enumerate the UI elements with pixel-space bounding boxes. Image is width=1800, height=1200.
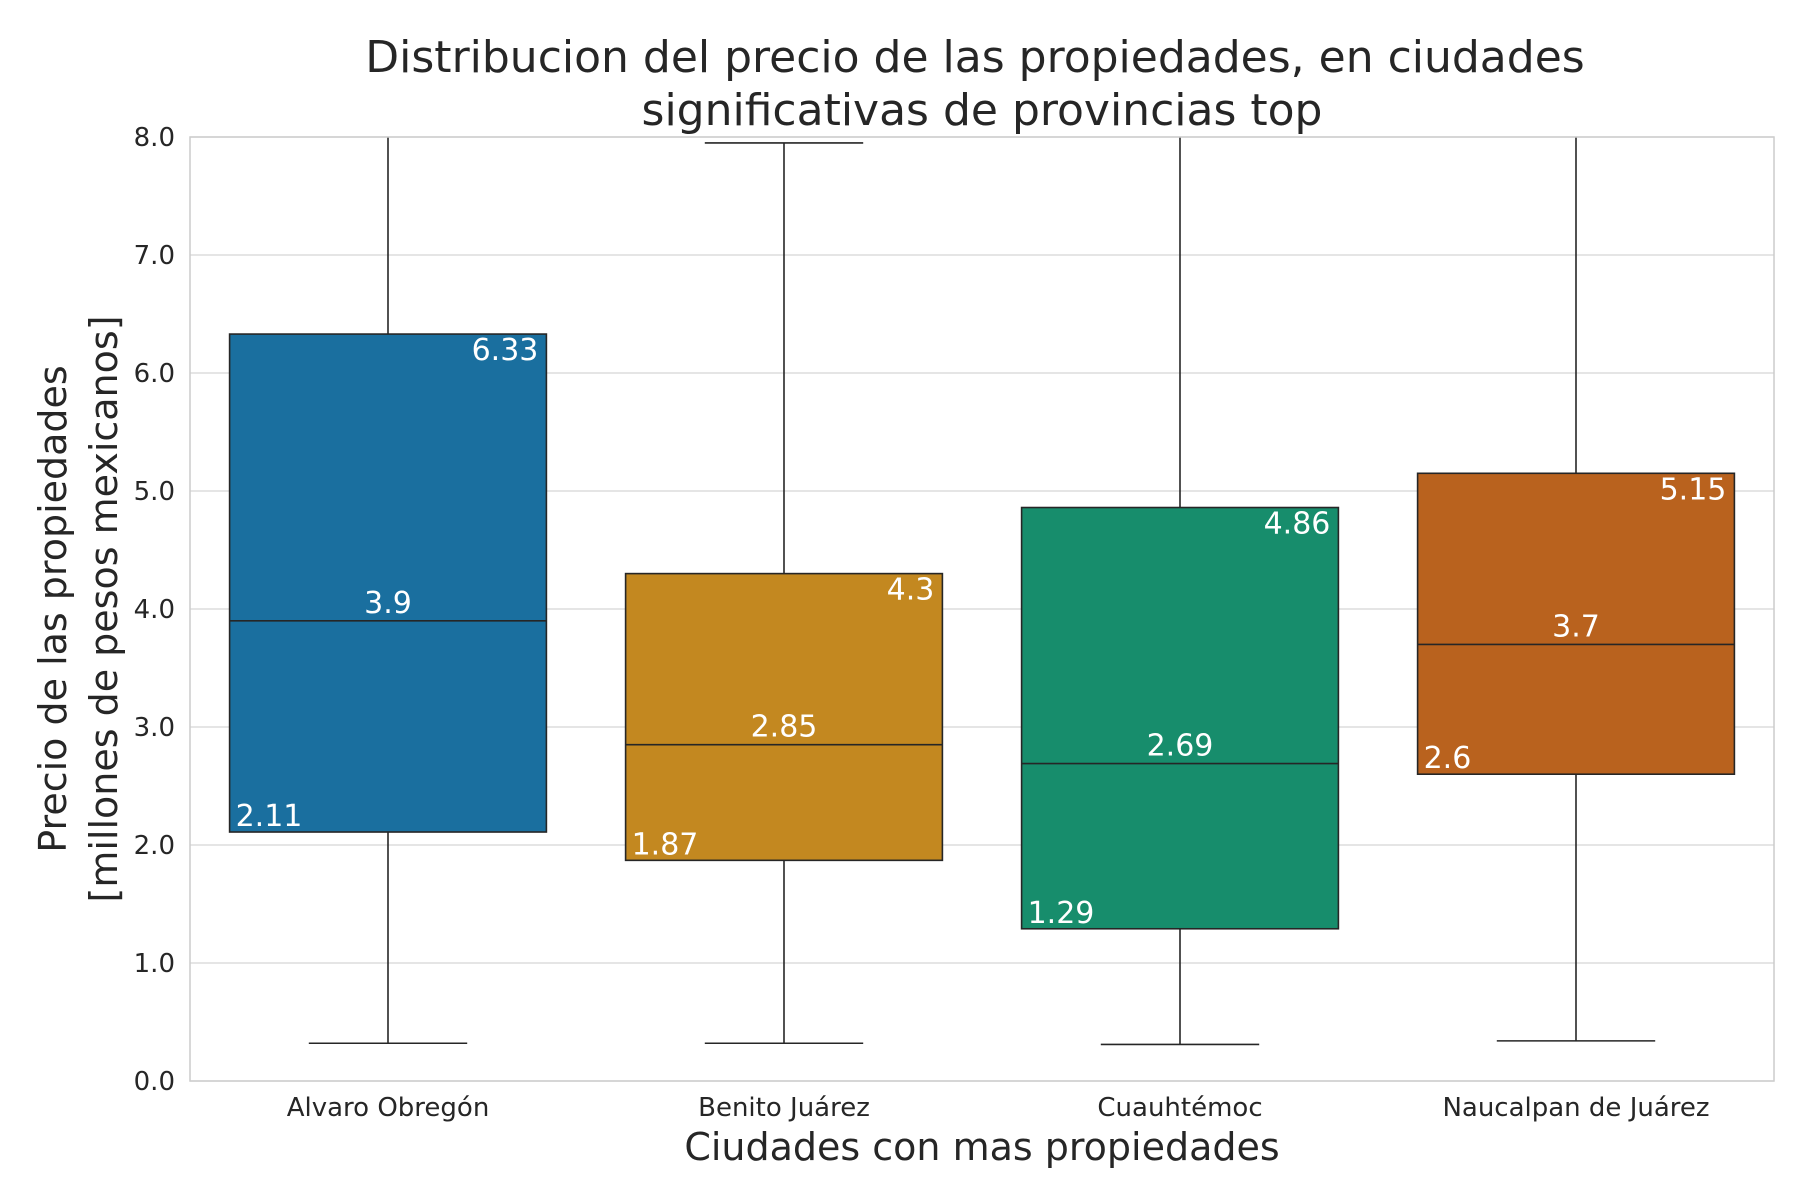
chart-title-line-1: Distribucion del precio de las propiedad… [365,32,1584,83]
x-tick-label: Naucalpan de Juárez [1442,1093,1709,1123]
median-label: 3.7 [1552,609,1600,644]
y-tick-label: 3.0 [134,713,175,743]
x-tick-labels: Alvaro Obregón Benito Juárez Cuauhtémoc Nau… [287,1093,1710,1123]
box-group: 4.3 2.85 1.87 [624,142,944,1045]
x-tick-label: Alvaro Obregón [287,1093,490,1123]
q1-label: 2.6 [1424,741,1472,776]
median-label: 3.9 [364,586,412,621]
y-axis-label-line-2: [millones de pesos mexicanos] [82,315,126,902]
q3-label: 4.86 [1264,507,1331,542]
q1-label: 1.29 [1028,896,1095,931]
y-tick-label: 2.0 [134,831,175,861]
iqr-box [624,572,944,862]
y-tick-label: 1.0 [134,949,175,979]
q3-label: 4.3 [887,573,935,608]
iqr-box [1020,506,1340,930]
q3-label: 6.33 [472,333,539,368]
y-tick-label: 5.0 [134,477,175,507]
iqr-box [228,333,548,833]
boxes: 6.33 3.9 2.11 4.3 2.85 1.87 4.86 2.69 1.29 5.15 3.… [228,137,1736,1046]
q1-label: 2.11 [236,799,303,834]
box-group: 6.33 3.9 2.11 [228,137,548,1045]
y-axis-label-line-1: Precio de las propiedades [31,365,75,852]
y-tick-label: 7.0 [134,241,175,271]
y-tick-label: 6.0 [134,359,175,389]
y-tick-label: 8.0 [134,123,175,153]
box-group: 5.15 3.7 2.6 [1416,137,1736,1042]
x-axis-label: Ciudades con mas propiedades [684,1125,1279,1169]
x-tick-label: Benito Juárez [698,1093,870,1123]
median-label: 2.69 [1147,729,1214,764]
x-tick-label: Cuauhtémoc [1097,1093,1262,1123]
box-group: 4.86 2.69 1.29 [1020,137,1340,1046]
q3-label: 5.15 [1660,472,1727,507]
chart-title-line-2: significativas de provincias top [642,85,1323,136]
y-tick-labels: 0.0 1.0 2.0 3.0 4.0 5.0 6.0 7.0 8.0 [134,123,175,1097]
plot-frame [189,136,1775,1082]
y-tick-label: 0.0 [134,1067,175,1097]
y-tick-label: 4.0 [134,595,175,625]
median-label: 2.85 [751,710,818,745]
iqr-box [1416,472,1736,775]
q1-label: 1.87 [632,827,699,862]
